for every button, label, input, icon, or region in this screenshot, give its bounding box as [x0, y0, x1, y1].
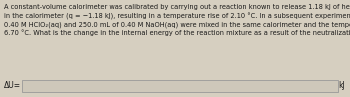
Text: in the calorimeter (q = −1.18 kJ), resulting in a temperature rise of 2.10 °C. I: in the calorimeter (q = −1.18 kJ), resul…	[4, 13, 350, 20]
Text: 6.70 °C. What is the change in the internal energy of the reaction mixture as a : 6.70 °C. What is the change in the inter…	[4, 29, 350, 36]
Text: ΔU=: ΔU=	[4, 81, 21, 91]
Text: A constant-volume calorimeter was calibrated by carrying out a reaction known to: A constant-volume calorimeter was calibr…	[4, 4, 350, 10]
Text: kJ: kJ	[338, 81, 345, 91]
Text: 0.40 M HClO₂(aq) and 250.0 mL of 0.40 M NaOH(aq) were mixed in the same calorime: 0.40 M HClO₂(aq) and 250.0 mL of 0.40 M …	[4, 21, 350, 28]
FancyBboxPatch shape	[22, 80, 338, 92]
